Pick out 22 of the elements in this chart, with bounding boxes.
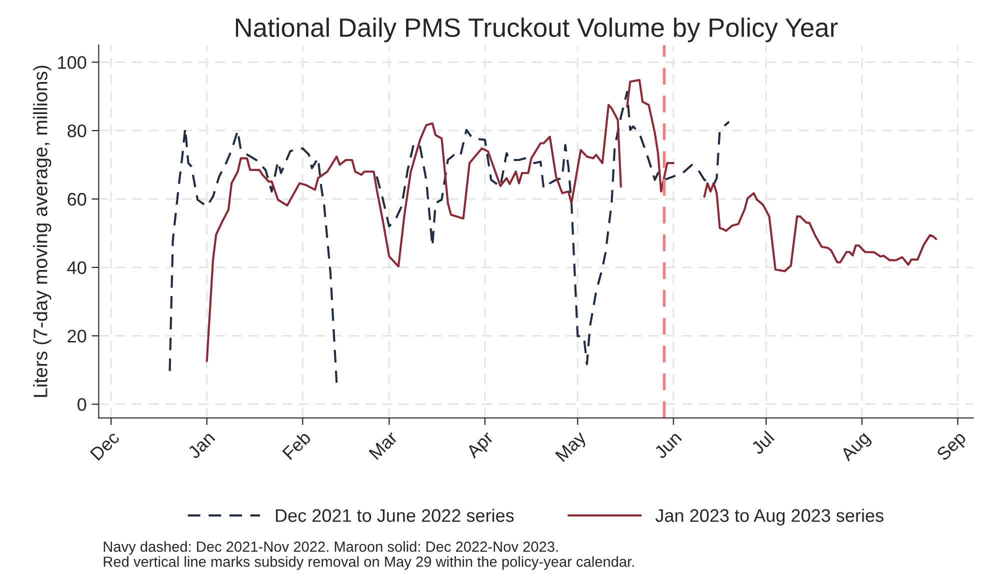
x-tick-label: Aug	[840, 430, 874, 464]
y-tick-label: 0	[78, 398, 86, 411]
legend-label: Dec 2021 to June 2022 series	[276, 508, 514, 522]
y-axis-title: Liters (7-day moving average, millions)	[33, 66, 52, 397]
y-tick-label: 40	[67, 261, 86, 274]
x-tick-label: Mar	[368, 430, 398, 460]
text: Red vertical line marks subsidy removal on May 29 within the policy-year calendar.	[104, 556, 634, 570]
x-tick-label: Apr	[466, 430, 497, 462]
text: Navy dashed: Dec 2021-Nov 2022. Maroon solid: Dec 2022-Nov 2023.	[104, 541, 558, 555]
y-tick-label: 100	[58, 56, 86, 69]
x-tick-label: Sep	[936, 430, 970, 464]
legend-label: Jan 2023 to Aug 2023 series	[655, 508, 884, 526]
chart-title: National Daily PMS Truckout Volume by Policy Year	[236, 18, 838, 42]
x-tick-label: Jan	[186, 430, 216, 460]
y-tick-label: 60	[68, 192, 86, 206]
x-tick-label: May	[555, 430, 590, 465]
y-tick-label: 20	[68, 330, 86, 343]
x-tick-label: Dec	[90, 430, 120, 461]
x-tick-label: Jul	[750, 430, 775, 456]
x-tick-label: Feb	[282, 430, 312, 460]
y-tick-label: 80	[68, 124, 86, 138]
x-tick-label: Jun	[654, 430, 682, 460]
